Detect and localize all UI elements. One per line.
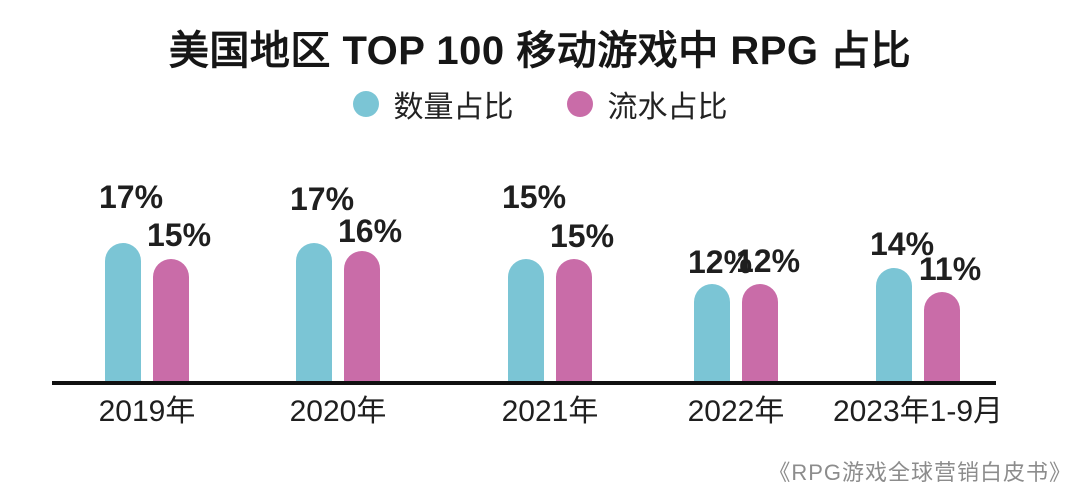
- bar-2023年1-9月-数量占比: [876, 268, 912, 381]
- legend-label: 流水占比: [607, 91, 728, 124]
- legend-dot-icon: [566, 91, 593, 117]
- x-axis-label: 2023年1-9月: [832, 395, 1004, 428]
- x-axis-line: [52, 381, 996, 385]
- x-axis-label: 2021年: [501, 395, 599, 428]
- legend-dot-icon: [352, 91, 379, 117]
- bar-2019年-流水占比: [153, 259, 189, 381]
- bar-value-label: 16%: [337, 213, 403, 249]
- bar-2021年-流水占比: [556, 259, 592, 381]
- bar-2022年-流水占比: [742, 284, 778, 381]
- legend-item-2: 流水占比: [566, 82, 728, 126]
- x-axis-label: 2022年: [687, 395, 785, 428]
- bar-2019年-数量占比: [105, 243, 141, 381]
- bar-value-label: 11%: [918, 251, 982, 287]
- legend-label: 数量占比: [393, 91, 514, 124]
- bar-value-label: 15%: [501, 179, 567, 215]
- x-axis-label: 2019年: [98, 395, 196, 428]
- chart-title: 美国地区 TOP 100 移动游戏中 RPG 占比: [168, 29, 912, 73]
- source-note: 《RPG游戏全球营销白皮书》: [768, 460, 1072, 485]
- bar-value-label: 17%: [98, 179, 164, 215]
- bar-value-label: 15%: [549, 218, 615, 254]
- bar-value-label: 12%: [687, 244, 753, 280]
- bar-2021年-数量占比: [508, 259, 544, 381]
- bar-value-label: 14%: [869, 226, 935, 262]
- legend: 数量占比 流水占比: [0, 82, 1080, 126]
- bar-2020年-数量占比: [296, 243, 332, 381]
- bar-value-label: 15%: [146, 217, 212, 253]
- bar-2023年1-9月-流水占比: [924, 292, 960, 381]
- bar-value-label: 17%: [289, 181, 355, 217]
- bar-2020年-流水占比: [344, 251, 380, 381]
- legend-item-1: 数量占比: [352, 82, 514, 126]
- x-axis-label: 2020年: [289, 395, 387, 428]
- bar-value-label: 12%: [735, 243, 801, 279]
- bar-2022年-数量占比: [694, 284, 730, 381]
